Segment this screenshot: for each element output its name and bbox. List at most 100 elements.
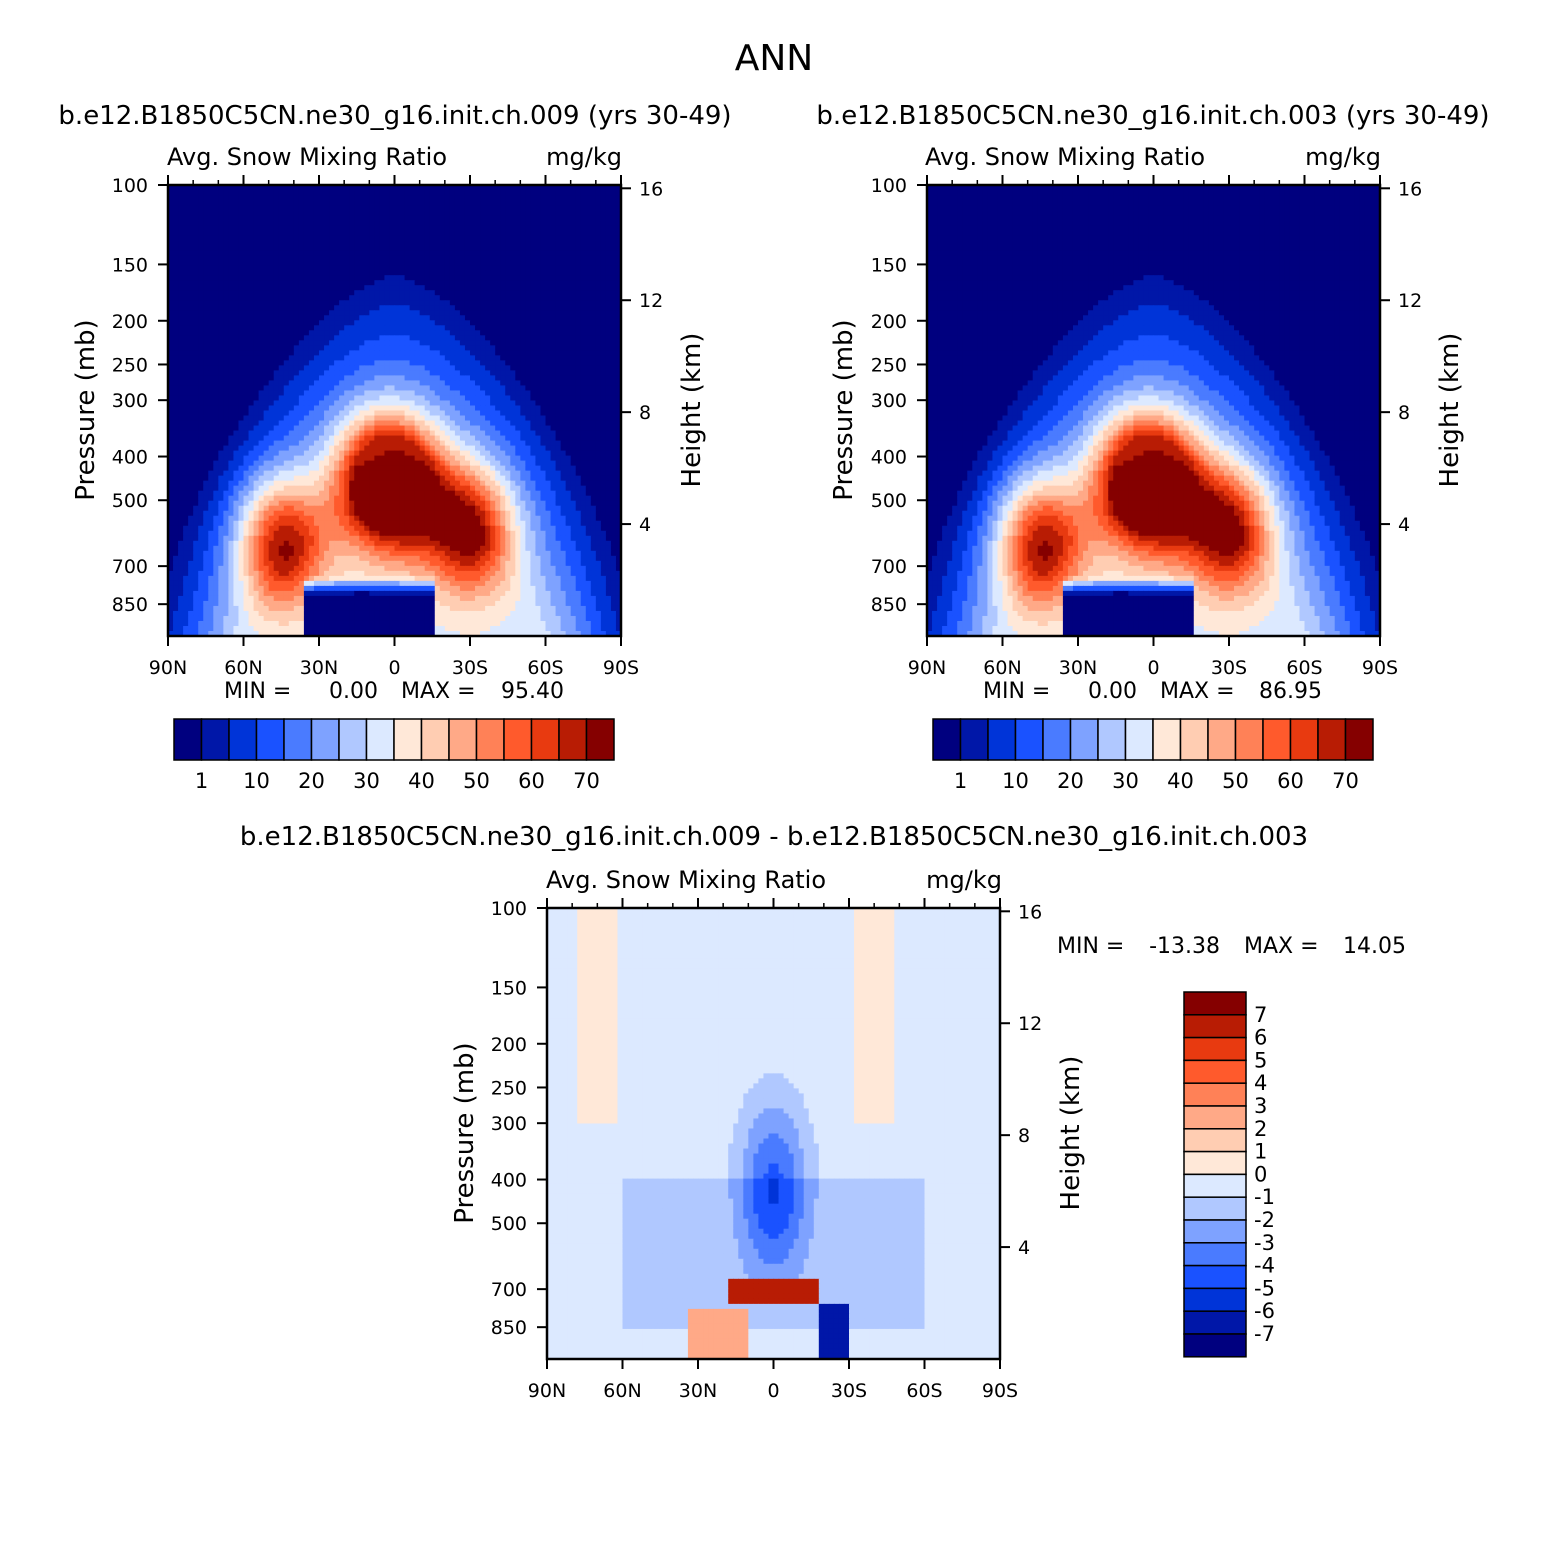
field-cell xyxy=(615,440,622,447)
field-cell xyxy=(439,370,446,377)
field-cell xyxy=(389,200,396,206)
field-cell xyxy=(500,200,506,206)
field-cell xyxy=(475,275,481,281)
field-cell xyxy=(208,320,214,326)
field-cell xyxy=(354,240,360,246)
field-cell xyxy=(228,335,235,341)
field-cell xyxy=(238,250,245,256)
field-cell xyxy=(500,285,506,291)
field-cell xyxy=(439,255,446,261)
field-cell xyxy=(439,365,446,372)
field-cell xyxy=(464,205,471,211)
field-cell xyxy=(374,430,380,437)
field-cell xyxy=(595,355,602,361)
field-cell xyxy=(610,445,617,452)
field-cell xyxy=(319,430,325,437)
field-cell xyxy=(288,285,295,291)
field-cell xyxy=(329,210,335,216)
field-cell xyxy=(490,195,496,201)
field-cell xyxy=(590,330,597,336)
field-cell xyxy=(540,245,547,251)
field-cell xyxy=(444,295,451,301)
field-cell xyxy=(188,405,194,412)
field-cell xyxy=(495,455,501,462)
field-cell xyxy=(223,220,229,226)
field-cell xyxy=(339,415,345,422)
field-cell xyxy=(600,355,607,361)
field-cell xyxy=(223,390,229,397)
field-cell xyxy=(545,310,552,316)
field-cell xyxy=(233,275,240,281)
field-cell xyxy=(278,380,285,387)
field-cell xyxy=(505,265,511,271)
field-cell xyxy=(399,185,406,191)
field-cell xyxy=(540,275,547,281)
field-cell xyxy=(525,200,531,206)
field-cell xyxy=(540,345,547,351)
field-cell xyxy=(560,335,567,341)
field-cell xyxy=(364,215,370,221)
field-cell xyxy=(389,440,396,447)
field-cell xyxy=(459,415,466,422)
field-cell xyxy=(173,450,179,457)
field-cell xyxy=(424,385,431,392)
field-cell xyxy=(208,300,214,306)
field-cell xyxy=(590,355,597,361)
field-cell xyxy=(369,240,375,246)
field-cell xyxy=(510,265,516,271)
field-cell xyxy=(454,190,461,196)
field-cell xyxy=(173,365,179,372)
field-cell xyxy=(218,355,224,361)
field-cell xyxy=(253,320,260,326)
field-cell xyxy=(459,385,466,392)
field-cell xyxy=(535,350,542,356)
field-cell xyxy=(545,380,552,387)
field-cell xyxy=(273,345,280,351)
field-cell xyxy=(500,350,506,356)
field-cell xyxy=(339,375,345,382)
field-cell xyxy=(475,190,481,196)
field-cell xyxy=(545,410,552,417)
field-cell xyxy=(595,435,602,442)
field-cell xyxy=(585,285,592,291)
field-cell xyxy=(444,385,451,392)
field-cell xyxy=(198,290,204,296)
field-cell xyxy=(530,430,537,437)
field-cell xyxy=(449,455,456,462)
field-cell xyxy=(449,200,456,206)
field-cell xyxy=(590,455,597,462)
field-cell xyxy=(540,315,547,321)
field-cell xyxy=(273,275,280,281)
field-cell xyxy=(278,210,285,216)
field-cell xyxy=(520,345,526,351)
field-cell xyxy=(399,425,406,432)
field-cell xyxy=(384,250,391,256)
field-cell xyxy=(268,260,275,266)
field-cell xyxy=(193,300,199,306)
field-cell xyxy=(525,315,531,321)
field-cell xyxy=(319,365,325,372)
field-cell xyxy=(454,245,461,251)
field-cell xyxy=(605,355,612,361)
field-cell xyxy=(449,420,456,427)
field-cell xyxy=(510,395,516,402)
field-cell xyxy=(263,290,270,296)
field-cell xyxy=(535,415,542,422)
field-cell xyxy=(283,405,290,412)
field-cell xyxy=(203,270,209,276)
field-cell xyxy=(283,360,290,366)
field-cell xyxy=(293,335,300,341)
field-cell xyxy=(434,235,441,241)
field-cell xyxy=(173,210,179,216)
field-cell xyxy=(324,385,330,392)
field-cell xyxy=(278,315,285,321)
field-cell xyxy=(424,415,431,422)
field-cell xyxy=(540,195,547,201)
field-cell xyxy=(399,335,406,341)
field-cell xyxy=(218,435,224,442)
field-cell xyxy=(258,390,265,397)
field-cell xyxy=(339,275,345,281)
field-cell xyxy=(384,240,391,246)
field-cell xyxy=(590,320,597,326)
field-cell xyxy=(188,425,194,432)
